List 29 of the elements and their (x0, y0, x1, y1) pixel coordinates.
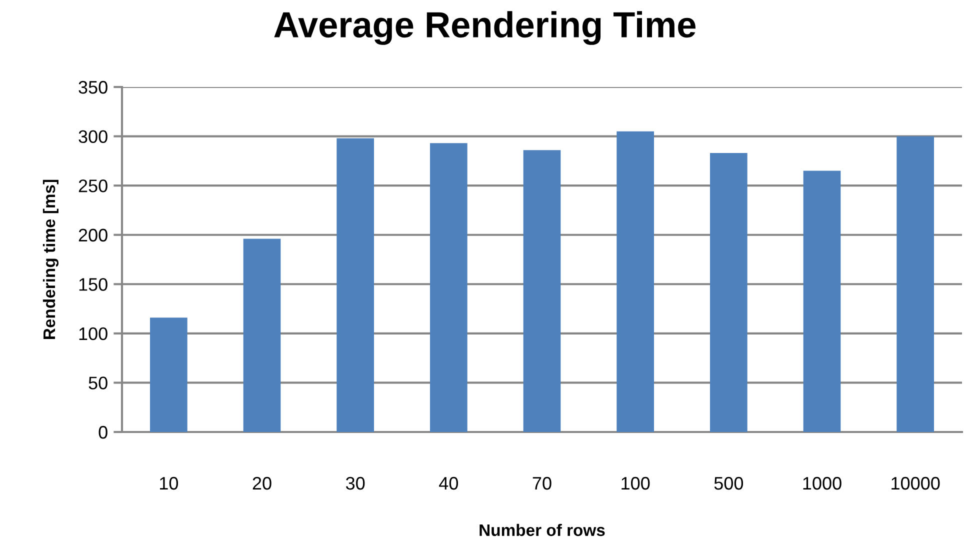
y-tick-label: 300 (78, 130, 108, 144)
x-tick-label: 10 (160, 476, 178, 490)
bar (616, 131, 654, 432)
y-tick-label: 150 (79, 278, 108, 291)
x-tick-label: 100 (622, 476, 650, 490)
x-tick-label: 20 (252, 476, 272, 490)
bar (523, 150, 561, 432)
bar (430, 143, 468, 432)
y-axis-title: Rendering time [ms] (42, 180, 59, 339)
bar (896, 136, 934, 432)
bar (150, 318, 188, 432)
bar (710, 153, 748, 432)
x-axis-title: Number of rows (480, 524, 605, 536)
chart-title: Average Rendering Time (274, 11, 696, 45)
y-tick-label: 200 (78, 228, 108, 242)
x-tick-label: 30 (346, 476, 365, 490)
y-tick-label: 0 (98, 426, 108, 439)
bar (803, 170, 841, 432)
y-tick-label: 250 (78, 180, 108, 192)
x-tick-label: 500 (714, 476, 744, 490)
y-tick-label: 50 (88, 376, 108, 390)
y-tick-label: 350 (78, 80, 108, 94)
x-tick-label: 40 (439, 476, 458, 490)
bar (336, 138, 374, 432)
bar (243, 238, 281, 432)
y-tick-label: 100 (79, 327, 108, 340)
x-tick-label: 1000 (803, 476, 842, 490)
x-tick-label: 10000 (892, 476, 940, 490)
x-tick-label: 70 (532, 476, 552, 490)
